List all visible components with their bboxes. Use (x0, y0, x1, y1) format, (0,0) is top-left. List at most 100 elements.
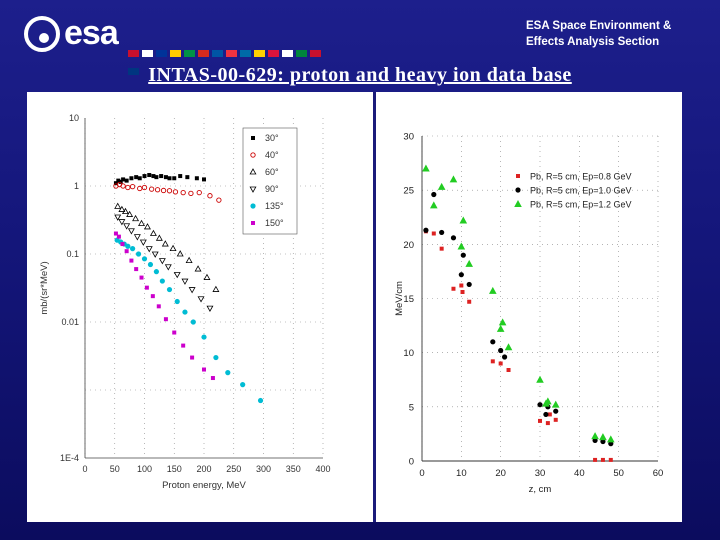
data-point (457, 242, 466, 250)
legend-marker (251, 136, 255, 140)
data-point (139, 275, 144, 280)
x-tick-label: 50 (613, 468, 624, 479)
data-point (160, 187, 167, 194)
esa-logo-text: esa (64, 14, 119, 52)
data-point (460, 290, 465, 294)
data-point (196, 189, 202, 196)
legend-marker (514, 200, 522, 207)
flag-icon (128, 68, 139, 75)
data-point (167, 176, 172, 181)
data-point (439, 229, 445, 236)
data-point (137, 185, 143, 192)
legend-label: 90° (265, 184, 279, 194)
legend-marker (249, 168, 257, 175)
data-point (149, 229, 157, 236)
x-axis-label: Proton energy, MeV (162, 480, 246, 491)
data-point (164, 264, 172, 271)
data-point (593, 457, 598, 462)
data-point (451, 286, 456, 291)
data-point (537, 402, 543, 408)
y-tick-label: 1 (74, 181, 79, 191)
data-point (166, 188, 173, 194)
legend-marker (251, 221, 255, 225)
y-tick-label: 1E-4 (60, 453, 79, 463)
data-point (459, 216, 468, 224)
data-point (125, 184, 131, 191)
x-tick-label: 300 (256, 464, 271, 474)
data-point (114, 214, 122, 221)
data-point (536, 375, 544, 383)
data-point (547, 412, 552, 417)
data-point (143, 223, 151, 230)
data-point (498, 347, 504, 354)
data-point (172, 176, 177, 181)
data-point (169, 244, 177, 252)
data-point (212, 285, 220, 292)
data-point (185, 175, 190, 180)
data-point (197, 296, 205, 303)
data-point (150, 294, 155, 299)
data-point (188, 190, 194, 196)
data-point (181, 343, 186, 348)
data-point (543, 411, 549, 418)
data-point (216, 197, 222, 203)
x-tick-label: 0 (419, 468, 424, 479)
legend-label: Pb, R=5 cm, Ep=1.0 GeV (530, 186, 632, 196)
data-point (120, 183, 126, 189)
data-point (449, 175, 458, 183)
data-point (154, 187, 161, 193)
data-point (465, 259, 473, 267)
data-point (166, 286, 173, 293)
data-point (202, 367, 206, 372)
data-point (185, 256, 193, 263)
esa-logo-mark-icon (24, 16, 60, 52)
data-point (159, 278, 165, 284)
data-point (203, 273, 211, 280)
flag-icon (268, 50, 279, 57)
data-point (437, 182, 446, 190)
data-point (467, 299, 472, 304)
flag-icon (170, 50, 181, 57)
data-point (506, 368, 511, 372)
data-point (544, 397, 552, 405)
data-point (125, 243, 131, 249)
esa-logo: esa (24, 14, 324, 75)
panel-divider (373, 92, 376, 522)
legend-label: Pb, R=5 cm, Ep=1.2 GeV (530, 200, 632, 210)
x-tick-label: 400 (315, 464, 330, 474)
data-point (163, 317, 168, 322)
flag-icon (128, 50, 139, 57)
y-tick-label: 10 (403, 348, 414, 359)
data-point (141, 184, 148, 191)
data-point (607, 435, 615, 443)
data-point (173, 272, 181, 279)
x-tick-label: 0 (82, 464, 87, 474)
data-point (124, 249, 129, 254)
data-point (240, 382, 246, 388)
flag-icon (296, 50, 307, 57)
data-point (490, 359, 495, 364)
x-tick-label: 350 (286, 464, 301, 474)
data-point (118, 205, 126, 212)
y-tick-label: 0 (409, 457, 414, 468)
legend-marker (249, 186, 257, 193)
data-point (553, 417, 558, 422)
data-point (161, 240, 169, 247)
y-tick-label: 5 (409, 402, 414, 413)
data-point (113, 181, 118, 186)
data-point (460, 252, 466, 258)
data-point (134, 175, 139, 180)
legend-label: 135° (265, 201, 284, 211)
flag-icon (212, 50, 223, 57)
y-tick-label: 10 (69, 113, 79, 123)
flag-icon (142, 50, 153, 57)
data-point (182, 309, 188, 315)
data-point (458, 272, 464, 278)
data-point (422, 164, 430, 172)
data-point (133, 234, 141, 241)
y-axis-label: mb/(sr*MeV) (39, 261, 50, 314)
data-point (257, 397, 264, 404)
y-tick-label: 25 (403, 186, 414, 197)
data-point (466, 281, 472, 288)
legend-marker (516, 174, 520, 178)
